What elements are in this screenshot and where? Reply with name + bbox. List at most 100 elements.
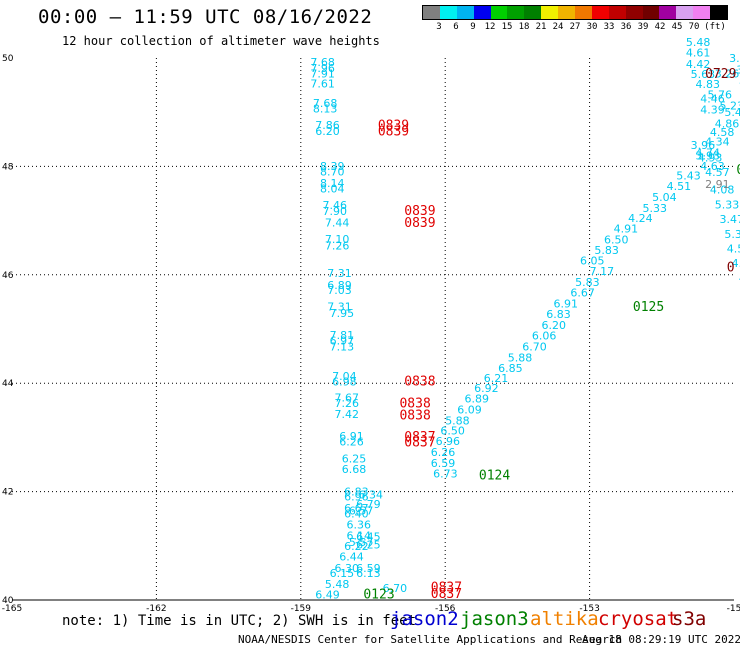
swh-label: 6.79 — [356, 498, 381, 511]
legend-label: 36 — [620, 22, 632, 32]
legend-label: 6 — [453, 22, 459, 32]
swh-label: 5.63 — [691, 68, 716, 81]
legend-swatch — [676, 6, 694, 19]
time-label: 0124 — [479, 469, 510, 484]
swh-label: 6.68 — [342, 463, 367, 476]
swh-label: 7.46 — [322, 199, 347, 212]
swh-label: 6.45 — [356, 530, 381, 543]
legend-swatch — [575, 6, 592, 19]
swh-label: 4.91 — [614, 223, 639, 236]
swh-label: 5.41 — [724, 106, 740, 119]
legend-swatch — [541, 6, 559, 19]
satellite-s3a: s3a — [672, 608, 707, 630]
time-label: 0729 — [705, 67, 736, 82]
swh-label: 7.10 — [325, 233, 350, 246]
swh-label: 3.26 — [715, 68, 740, 81]
swh-label: 6.96 — [344, 490, 369, 503]
swh-label: 6.83 — [344, 485, 369, 498]
swh-label: 6.25 — [356, 539, 381, 552]
swh-label: 4.42 — [686, 58, 711, 71]
swh-label: 4.83 — [695, 78, 720, 91]
swh-label: 5.33 — [724, 228, 740, 241]
time-label: 0838 — [404, 374, 435, 389]
page-subtitle: 12 hour collection of altimeter wave hei… — [62, 34, 380, 48]
swh-label: 6.26 — [431, 446, 456, 459]
time-label: 0125 — [633, 300, 664, 315]
swh-label: 6.09 — [457, 404, 482, 417]
swh-label: 4.51 — [727, 243, 740, 256]
time-label: 0126 — [736, 163, 740, 178]
time-label: 0837 — [404, 430, 435, 445]
swh-label: 4.53 — [739, 272, 740, 285]
swh-label: 6.98 — [332, 375, 357, 388]
legend-label: 42 — [654, 22, 666, 32]
swh-label: 8.70 — [320, 166, 345, 179]
y-tick-label: 50 — [2, 54, 14, 64]
swh-label: 5.83 — [594, 244, 619, 257]
swh-label: 6.21 — [484, 372, 509, 385]
swh-label: 6.49 — [315, 588, 340, 601]
swh-label: 3.96 — [691, 139, 716, 152]
swh-label: 6.20 — [541, 319, 566, 332]
swh-label: 4.86 — [715, 117, 740, 130]
swh-label: 7.26 — [325, 239, 350, 252]
legend-swatch — [591, 6, 609, 19]
swh-label: 6.20 — [315, 125, 340, 138]
legend-swatch — [439, 6, 457, 19]
legend-label: 30 — [586, 22, 598, 32]
x-tick-label: -159 — [291, 604, 312, 614]
swh-label: 6.34 — [359, 489, 384, 502]
swh-label: 5.88 — [445, 414, 470, 427]
swh-label: 5.48 — [686, 36, 711, 49]
swh-label: 6.85 — [498, 362, 523, 375]
swh-label: 4.34 — [705, 135, 730, 148]
legend-label: 24 — [552, 22, 564, 32]
swh-label: 6.25 — [342, 452, 367, 465]
swh-label: 7.31 — [327, 301, 352, 314]
legend-swatch — [608, 6, 626, 19]
legend-swatch — [558, 6, 576, 19]
swh-label: 5.76 — [708, 89, 733, 102]
swh-label: 6.59 — [431, 457, 456, 470]
swh-label: 6.89 — [327, 279, 352, 292]
swh-label: 6.92 — [474, 382, 499, 395]
swh-label: 7.31 — [327, 267, 352, 280]
swh-label: 3.93 — [695, 149, 720, 162]
swh-label: 6.05 — [580, 255, 605, 268]
swh-label: 6.91 — [339, 430, 364, 443]
swh-label: 6.83 — [546, 308, 571, 321]
swh-label: 6.15 — [330, 567, 355, 580]
legend-label: 33 — [603, 22, 615, 32]
swh-label: 5.23 — [720, 99, 740, 112]
satellite-jason2: jason2 — [390, 608, 459, 630]
swh-label: 4.58 — [710, 126, 735, 139]
legend-swatch — [659, 6, 677, 19]
swh-label-gray: 2.91 — [705, 178, 730, 191]
y-tick-label: 46 — [2, 271, 14, 281]
swh-label: 4.46 — [700, 92, 725, 105]
legend-label: (ft) — [704, 22, 726, 32]
swh-label: 4.63 — [700, 160, 725, 173]
swh-label: 5.33 — [715, 199, 740, 212]
swh-label: 6.26 — [339, 436, 364, 449]
swh-label: 6.70 — [522, 341, 547, 354]
legend-label: 12 — [484, 22, 496, 32]
swh-label: 7.26 — [334, 397, 359, 410]
swh-label: 5.83 — [575, 276, 600, 289]
swh-label: 5.33 — [643, 202, 668, 215]
swh-label: 6.67 — [344, 502, 369, 515]
y-tick-label: 48 — [2, 162, 14, 172]
swh-label: 6.50 — [440, 425, 465, 438]
swh-label: 7.81 — [330, 329, 355, 342]
legend-label: 39 — [637, 22, 649, 32]
legend-swatch — [490, 6, 508, 19]
swh-label: 8.13 — [313, 103, 338, 116]
time-label: 0839 — [404, 216, 435, 231]
swh-label: 4.74 — [695, 147, 720, 160]
swh-label: 6.40 — [344, 508, 369, 521]
swh-label: 7.95 — [330, 307, 355, 320]
time-label: 0837 — [431, 580, 462, 595]
time-label: 0123 — [363, 587, 394, 602]
swh-label: 7.86 — [315, 119, 340, 132]
